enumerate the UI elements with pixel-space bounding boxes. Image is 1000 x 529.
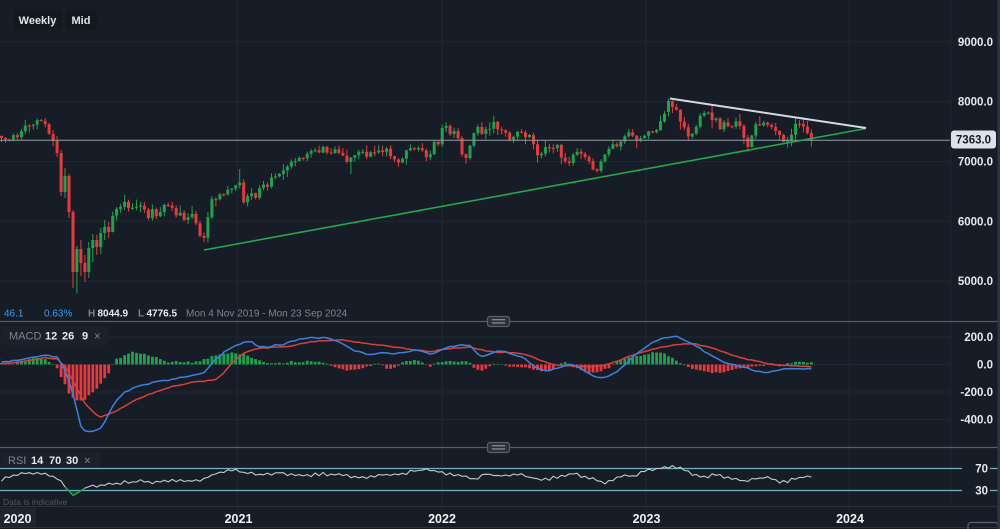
svg-text:0.0: 0.0 — [977, 360, 993, 372]
svg-text:30: 30 — [66, 455, 78, 467]
svg-text:14: 14 — [31, 455, 44, 467]
svg-text:30: 30 — [975, 486, 988, 498]
svg-text:5000.0: 5000.0 — [958, 276, 993, 288]
svg-text:9000.0: 9000.0 — [958, 37, 993, 49]
svg-text:9: 9 — [82, 331, 88, 343]
svg-text:6000.0: 6000.0 — [958, 216, 993, 228]
svg-text:2024: 2024 — [836, 512, 864, 526]
svg-text:Data is indicative: Data is indicative — [3, 497, 68, 507]
svg-text:-200.0: -200.0 — [960, 387, 993, 399]
svg-text:46.1: 46.1 — [4, 309, 24, 320]
svg-text:2023: 2023 — [633, 512, 661, 526]
svg-text:26: 26 — [62, 331, 74, 343]
svg-text:Weekly: Weekly — [19, 15, 58, 27]
svg-text:RSI: RSI — [8, 455, 26, 467]
svg-text:×: × — [94, 331, 101, 343]
svg-text:Mid: Mid — [72, 15, 91, 27]
svg-text:MACD: MACD — [9, 331, 41, 343]
svg-text:4776.5: 4776.5 — [147, 309, 178, 320]
svg-text:2022: 2022 — [428, 512, 456, 526]
svg-text:7000.0: 7000.0 — [958, 157, 993, 169]
svg-text:200.0: 200.0 — [964, 332, 993, 344]
svg-text:70: 70 — [49, 455, 61, 467]
svg-text:70: 70 — [975, 464, 988, 476]
svg-text:7363.0: 7363.0 — [956, 135, 991, 147]
svg-text:Mon 4 Nov 2019 - Mon 23 Sep 20: Mon 4 Nov 2019 - Mon 23 Sep 2024 — [186, 309, 348, 320]
svg-text:-400.0: -400.0 — [960, 415, 993, 427]
svg-text:2020: 2020 — [4, 512, 32, 526]
svg-text:12: 12 — [45, 331, 57, 343]
svg-text:H: H — [88, 309, 95, 320]
svg-text:0.63%: 0.63% — [44, 309, 72, 320]
svg-text:8000.0: 8000.0 — [958, 97, 993, 109]
svg-text:L: L — [138, 309, 144, 320]
svg-text:×: × — [84, 456, 91, 468]
svg-text:8044.9: 8044.9 — [98, 309, 129, 320]
svg-text:2021: 2021 — [225, 512, 253, 526]
